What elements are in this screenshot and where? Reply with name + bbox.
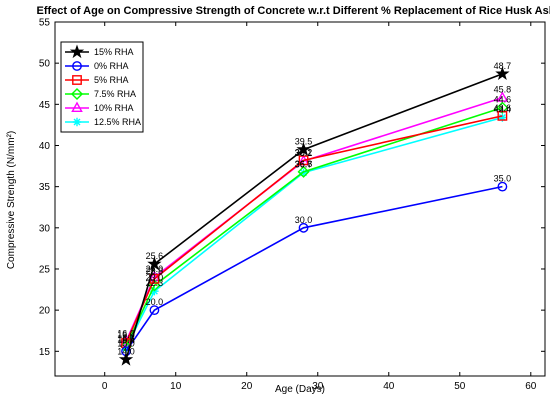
series-marker — [298, 222, 309, 233]
y-tick-label: 20 — [39, 306, 51, 317]
series-marker — [149, 305, 160, 316]
series-marker — [119, 340, 133, 353]
data-label: 25.6 — [146, 251, 164, 261]
series-line — [125, 116, 503, 349]
data-label: 20.0 — [146, 297, 164, 307]
legend-entry: 12.5% RHA — [94, 117, 141, 127]
legend-marker — [72, 117, 82, 127]
data-label: 36.8 — [295, 159, 313, 169]
chart-title: Effect of Age on Compressive Strength of… — [37, 5, 550, 17]
series-marker — [148, 279, 161, 292]
axis-ticks: 0 10 20 30 40 50 60 15 20 25 30 35 40 45 50 55 — [39, 18, 545, 392]
data-label: 44.6 — [494, 95, 512, 105]
legend-box — [60, 41, 144, 133]
y-tick-label: 45 — [39, 100, 51, 111]
x-axis-label: Age (Days) — [275, 384, 325, 395]
series-marker — [495, 66, 510, 80]
data-label: 15.6 — [117, 333, 135, 343]
data-label: 23.0 — [146, 272, 164, 282]
y-tick-label: 35 — [39, 182, 51, 193]
series-marker — [498, 113, 507, 122]
series-line — [125, 185, 503, 352]
x-tick-label: 60 — [525, 381, 537, 392]
data-label: 24.0 — [146, 264, 164, 274]
data-label: 38.1 — [295, 148, 313, 158]
y-tick-label: 15 — [39, 347, 51, 358]
y-axis-label: Compressive Strength (N/mm²) — [6, 131, 17, 269]
y-tick-label: 55 — [39, 18, 51, 29]
legend-entry: 10% RHA — [94, 103, 134, 113]
x-tick-label: 40 — [383, 381, 395, 392]
data-labels: 14.0 25.6 39.5 48.7 15.0 20.0 30.0 35.0 16.0 23.8… — [117, 61, 511, 357]
y-tick-label: 25 — [39, 264, 51, 275]
data-label: 15.0 — [117, 338, 135, 348]
series-0 — [118, 66, 510, 366]
legend-entry: 7.5% RHA — [94, 89, 136, 99]
series-1 — [121, 181, 508, 357]
data-label: 43.6 — [494, 103, 512, 113]
y-tick-label: 50 — [39, 59, 51, 70]
data-label: 14.0 — [117, 347, 135, 357]
data-label: 35.0 — [494, 174, 512, 184]
data-label: 22.3 — [146, 278, 164, 288]
legend-entry: 0% RHA — [94, 61, 129, 71]
series-layer — [118, 66, 510, 366]
series-marker — [496, 101, 509, 114]
series-marker — [296, 142, 311, 156]
series-line — [125, 73, 503, 360]
x-tick-label: 30 — [312, 381, 324, 392]
data-label: 30.0 — [295, 215, 313, 225]
legend-entry: 5% RHA — [94, 75, 129, 85]
x-tick-label: 20 — [241, 381, 253, 392]
legend-marker — [69, 44, 85, 59]
legend-marker — [72, 61, 82, 71]
legend-marker — [70, 87, 84, 101]
data-label: 48.7 — [494, 61, 512, 71]
data-label: 39.5 — [295, 137, 313, 147]
series-marker — [497, 110, 508, 121]
y-tick-label: 30 — [39, 223, 51, 234]
series-3 — [119, 101, 509, 353]
legend-marker — [72, 75, 82, 85]
data-label: 15.4 — [117, 335, 135, 345]
data-label: 23.8 — [146, 266, 164, 276]
data-label: 36.7 — [295, 160, 313, 170]
series-marker — [118, 352, 134, 366]
series-marker — [497, 181, 508, 192]
x-tick-label: 0 — [102, 381, 108, 392]
data-label: 43.4 — [494, 104, 512, 114]
data-label: 16.0 — [117, 330, 135, 340]
x-tick-label: 10 — [170, 381, 182, 392]
series-marker — [298, 155, 309, 166]
legend-marker — [71, 101, 83, 113]
legend-entry: 15% RHA — [94, 47, 134, 57]
series-marker — [496, 91, 509, 102]
series-line — [125, 106, 503, 347]
series-marker — [147, 256, 162, 271]
series-marker — [297, 165, 310, 178]
legend: 15% RHA 0% RHA 5% RHA 7.5% RHA 10% RHA 12.5% … — [60, 41, 144, 133]
data-label: 16.2 — [117, 328, 135, 338]
data-label: 38.2 — [295, 147, 313, 157]
series-marker — [121, 343, 131, 353]
x-tick-label: 50 — [454, 381, 466, 392]
y-tick-label: 40 — [39, 141, 51, 152]
data-label: 45.8 — [494, 85, 512, 95]
